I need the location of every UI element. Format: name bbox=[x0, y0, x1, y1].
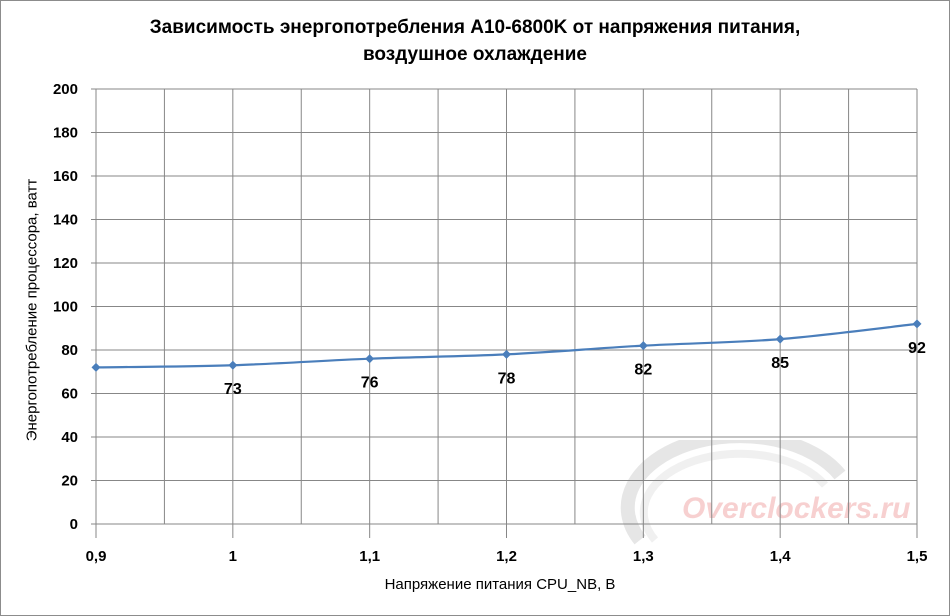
y-tick-label: 140 bbox=[53, 212, 78, 229]
x-tick-label: 1,2 bbox=[496, 548, 517, 565]
y-tick-label: 160 bbox=[53, 168, 78, 185]
data-label: 78 bbox=[498, 370, 516, 387]
data-point bbox=[502, 349, 511, 359]
x-tick-label: 1,4 bbox=[770, 548, 792, 565]
x-tick-label: 1,5 bbox=[907, 548, 928, 565]
x-axis-label: Напряжение питания CPU_NB, В bbox=[384, 576, 616, 593]
x-tick-label: 0,9 bbox=[86, 548, 107, 565]
y-tick-label: 40 bbox=[61, 429, 78, 446]
y-tick-label: 0 bbox=[70, 516, 78, 533]
y-tick-label: 100 bbox=[53, 299, 78, 316]
data-label: 85 bbox=[771, 355, 789, 372]
watermark-text: Overclockers.ru bbox=[682, 492, 911, 525]
y-tick-label: 80 bbox=[61, 342, 78, 359]
data-point bbox=[91, 362, 101, 372]
x-tick-label: 1 bbox=[229, 548, 237, 565]
y-tick-label: 200 bbox=[53, 81, 78, 98]
data-label: 92 bbox=[908, 340, 926, 357]
chart-title-line-2: воздушное охлаждение bbox=[362, 44, 587, 65]
y-tick-label: 20 bbox=[61, 473, 78, 490]
x-tick-label: 1,1 bbox=[359, 548, 380, 565]
x-tick-labels: 0,9 1 1,1 1,2 1,3 1,4 1,5 bbox=[86, 548, 928, 565]
data-point bbox=[365, 354, 375, 364]
data-point bbox=[228, 360, 238, 370]
data-label: 76 bbox=[361, 375, 379, 392]
y-tick-label: 60 bbox=[61, 386, 78, 403]
chart-title-line-1: Зависимость энергопотребления A10-6800K … bbox=[149, 17, 801, 38]
data-point bbox=[638, 341, 648, 351]
data-point bbox=[775, 334, 785, 344]
x-tick-label: 1,3 bbox=[633, 548, 654, 565]
y-tick-label: 180 bbox=[53, 125, 78, 142]
y-axis-label: Энергопотребление процессора, ватт bbox=[23, 178, 41, 442]
axes bbox=[91, 88, 918, 538]
y-tick-labels: 0 20 40 60 80 100 120 140 160 180 200 bbox=[53, 81, 78, 533]
data-point bbox=[912, 319, 922, 329]
data-label: 73 bbox=[224, 381, 242, 398]
watermark-logo bbox=[610, 429, 930, 550]
data-labels: 73 76 78 82 85 92 bbox=[224, 340, 926, 398]
chart-title: Зависимость энергопотребления A10-6800K … bbox=[0, 14, 950, 68]
data-label: 82 bbox=[634, 362, 652, 379]
y-tick-label: 120 bbox=[53, 255, 78, 272]
series-layer bbox=[91, 319, 922, 372]
grid-lines bbox=[96, 88, 918, 524]
